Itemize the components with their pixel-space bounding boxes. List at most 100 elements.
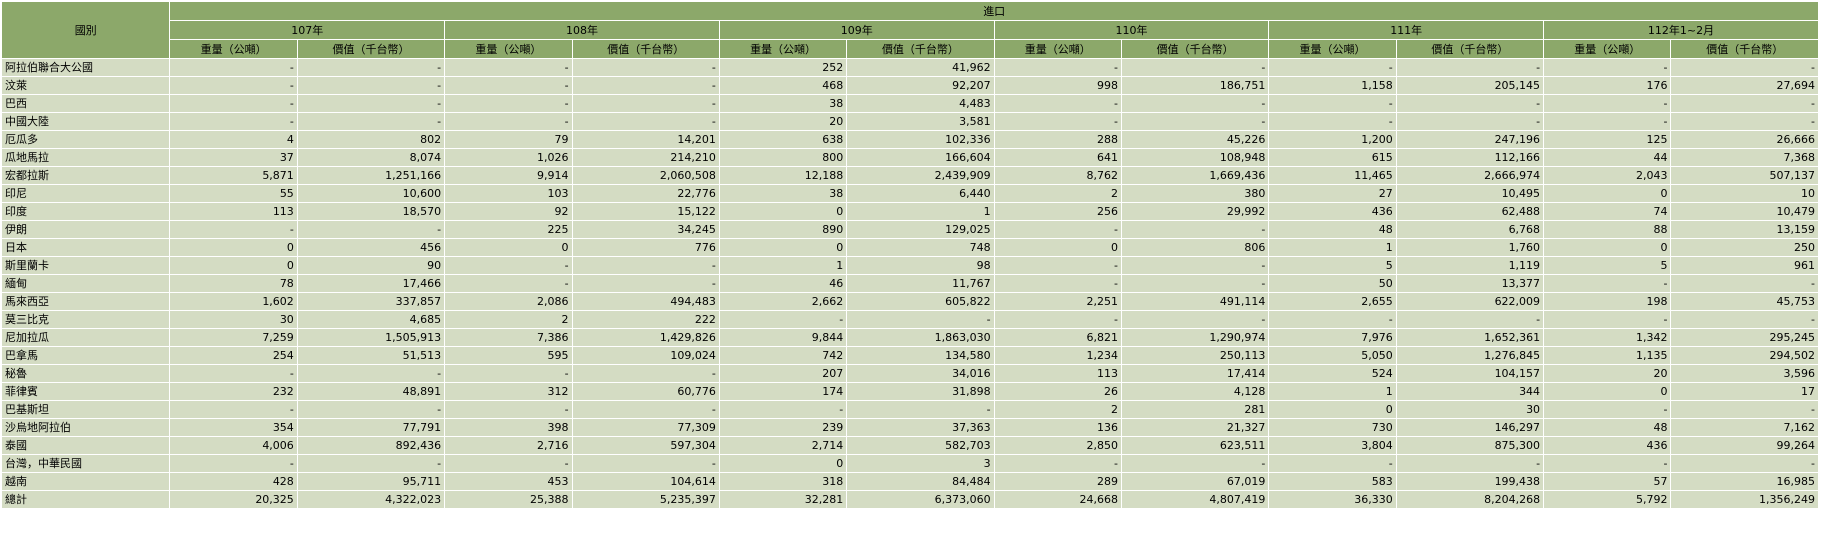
value-cell: 4,483: [847, 95, 994, 112]
weight-cell: 125: [1544, 131, 1671, 148]
value-cell: 222: [572, 311, 719, 328]
value-cell: 45,753: [1671, 293, 1818, 310]
table-row: 台灣，中華民國 - - - -0 3- - - - - -: [2, 455, 1818, 472]
value-column-header: 價值（千台幣）: [572, 40, 719, 58]
value-cell: 337,857: [297, 293, 445, 310]
weight-cell: 2,043: [1544, 167, 1671, 184]
table-row: 宏都拉斯 5,871 1,251,166 9,914 2,060,508 12,188 2,…: [2, 167, 1818, 184]
weight-cell: 524: [1269, 365, 1396, 382]
table-row: 阿拉伯聯合大公國 - - - -252 41,962- - - - - -: [2, 59, 1818, 76]
weight-cell: -: [445, 257, 572, 274]
weight-cell: 8,762: [994, 167, 1122, 184]
country-name-cell: 總計: [2, 491, 170, 508]
weight-cell: 6,821: [994, 329, 1122, 346]
weight-cell: 2,716: [445, 437, 572, 454]
table-row: 莫三比克 30 4,685 2 222- - - - - - - -: [2, 311, 1818, 328]
value-cell: 95,711: [297, 473, 445, 490]
weight-cell: 0: [719, 455, 847, 472]
value-cell: 6,440: [847, 185, 994, 202]
value-cell: 51,513: [297, 347, 445, 364]
value-cell: 108,948: [1122, 149, 1269, 166]
value-cell: 4,128: [1122, 383, 1269, 400]
value-cell: 4,322,023: [297, 491, 445, 508]
country-name-cell: 伊朗: [2, 221, 170, 238]
value-cell: 6,373,060: [847, 491, 994, 508]
value-cell: -: [572, 365, 719, 382]
value-cell: -: [297, 77, 445, 94]
country-name-cell: 馬來西亞: [2, 293, 170, 310]
weight-cell: 7,386: [445, 329, 572, 346]
weight-cell: 1,135: [1544, 347, 1671, 364]
total-row: 總計 20,325 4,322,023 25,388 5,235,397 32,281 6,…: [2, 491, 1818, 508]
weight-cell: -: [994, 95, 1122, 112]
value-cell: -: [572, 95, 719, 112]
table-row: 緬甸 78 17,466- -46 11,767- -50 13,377- -: [2, 275, 1818, 292]
table-row: 沙烏地阿拉伯 354 77,791 398 77,309 239 37,363 136 21,3…: [2, 419, 1818, 436]
value-cell: -: [1122, 95, 1269, 112]
weight-column-header: 重量（公噸）: [994, 40, 1122, 58]
weight-cell: -: [170, 77, 297, 94]
weight-cell: -: [445, 95, 572, 112]
weight-cell: 136: [994, 419, 1122, 436]
weight-cell: 55: [170, 185, 297, 202]
weight-cell: 0: [1544, 239, 1671, 256]
value-cell: 380: [1122, 185, 1269, 202]
import-group-header: 進口: [170, 2, 1818, 20]
value-cell: 67,019: [1122, 473, 1269, 490]
weight-cell: 436: [1544, 437, 1671, 454]
weight-cell: 44: [1544, 149, 1671, 166]
weight-cell: 254: [170, 347, 297, 364]
value-column-header: 價值（千台幣）: [847, 40, 994, 58]
country-name-cell: 日本: [2, 239, 170, 256]
value-cell: 27,694: [1671, 77, 1818, 94]
weight-cell: 92: [445, 203, 572, 220]
year-header: 110年: [994, 21, 1269, 39]
value-cell: -: [1122, 59, 1269, 76]
value-cell: 1,290,974: [1122, 329, 1269, 346]
value-cell: 7,368: [1671, 149, 1818, 166]
table-body: 阿拉伯聯合大公國 - - - -252 41,962- - - - - - 汶萊 - - - -468 92,2…: [2, 59, 1818, 508]
table-row: 日本 0 456 0 776 0 748 0 806 1 1,760 0 250: [2, 239, 1818, 256]
weight-cell: 0: [1269, 401, 1396, 418]
weight-cell: -: [170, 401, 297, 418]
weight-cell: 354: [170, 419, 297, 436]
value-cell: 166,604: [847, 149, 994, 166]
country-column-header: 國別: [2, 2, 170, 58]
value-cell: -: [1396, 455, 1544, 472]
table-row: 印尼 55 10,600 103 22,776 38 6,440 2 380 27 10,495 0 1…: [2, 185, 1818, 202]
weight-cell: 1,200: [1269, 131, 1396, 148]
weight-cell: 103: [445, 185, 572, 202]
weight-cell: 7,259: [170, 329, 297, 346]
table-row: 越南 428 95,711 453 104,614 318 84,484 289 67,019 5…: [2, 473, 1818, 490]
weight-cell: 9,914: [445, 167, 572, 184]
table-row: 秘魯 - - - -207 34,016 113 17,414 524 104,157 20 3,59…: [2, 365, 1818, 382]
weight-cell: 74: [1544, 203, 1671, 220]
weight-cell: 595: [445, 347, 572, 364]
table-row: 菲律賓 232 48,891 312 60,776 174 31,898 26 4,128 1 34…: [2, 383, 1818, 400]
country-name-cell: 汶萊: [2, 77, 170, 94]
weight-cell: 730: [1269, 419, 1396, 436]
weight-cell: 1: [1269, 383, 1396, 400]
year-header: 111年: [1269, 21, 1544, 39]
weight-cell: 0: [719, 203, 847, 220]
weight-cell: 1,342: [1544, 329, 1671, 346]
value-cell: 294,502: [1671, 347, 1818, 364]
value-cell: 4,685: [297, 311, 445, 328]
value-cell: 13,377: [1396, 275, 1544, 292]
weight-cell: 50: [1269, 275, 1396, 292]
value-cell: 2,666,974: [1396, 167, 1544, 184]
value-cell: 60,776: [572, 383, 719, 400]
weight-cell: 78: [170, 275, 297, 292]
country-name-cell: 斯里蘭卡: [2, 257, 170, 274]
value-cell: 623,511: [1122, 437, 1269, 454]
table-row: 巴基斯坦 - - - - - -2 281 0 30- -: [2, 401, 1818, 418]
weight-cell: 0: [994, 239, 1122, 256]
weight-cell: 1,026: [445, 149, 572, 166]
value-cell: 250: [1671, 239, 1818, 256]
value-cell: 26,666: [1671, 131, 1818, 148]
value-cell: -: [572, 401, 719, 418]
weight-cell: -: [994, 455, 1122, 472]
weight-cell: -: [1269, 113, 1396, 130]
weight-cell: 38: [719, 95, 847, 112]
country-name-cell: 宏都拉斯: [2, 167, 170, 184]
